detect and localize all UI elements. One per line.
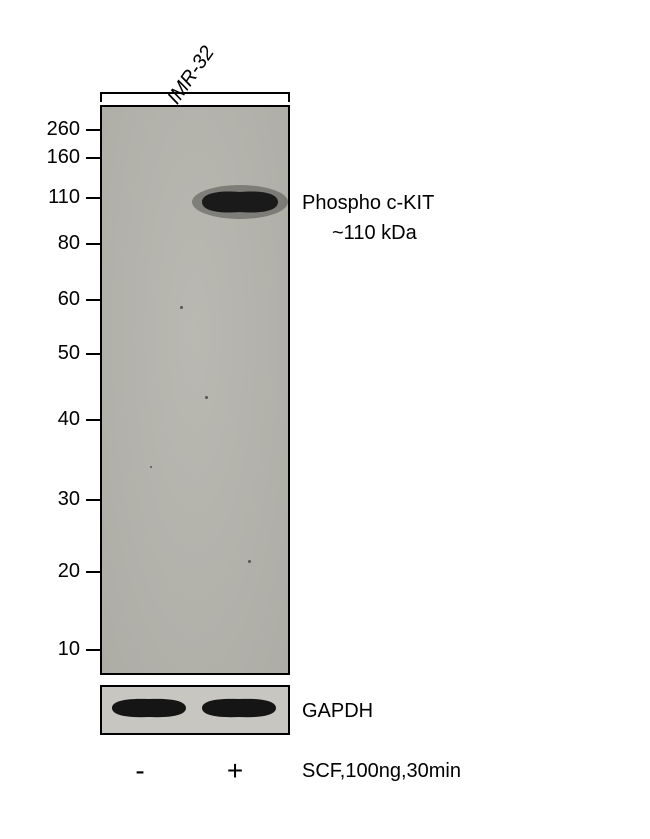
mw-tick-260 — [86, 129, 100, 131]
mw-tick-20 — [86, 571, 100, 573]
condition-text: SCF,100ng,30min — [302, 760, 461, 783]
target-label-line1: Phospho c-KIT — [302, 192, 434, 215]
mw-label-40: 40 — [58, 408, 80, 431]
target-label-line2: ~110 kDa — [332, 222, 417, 245]
film-speck — [248, 560, 251, 563]
mw-tick-50 — [86, 353, 100, 355]
mw-tick-80 — [86, 243, 100, 245]
mw-label-160: 160 — [47, 146, 80, 169]
loading-control-label: GAPDH — [302, 700, 373, 723]
lane-header-bar — [100, 92, 290, 102]
film-speck — [150, 466, 152, 468]
mw-label-60: 60 — [58, 288, 80, 311]
mw-tick-10 — [86, 649, 100, 651]
mw-tick-160 — [86, 157, 100, 159]
mw-tick-40 — [86, 419, 100, 421]
mw-tick-110 — [86, 197, 100, 199]
mw-label-50: 50 — [58, 342, 80, 365]
mw-tick-60 — [86, 299, 100, 301]
mw-label-10: 10 — [58, 638, 80, 661]
band-gapdh-left — [108, 696, 190, 720]
film-speck — [205, 396, 208, 399]
mw-tick-30 — [86, 499, 100, 501]
mw-label-80: 80 — [58, 232, 80, 255]
film-speck — [180, 306, 183, 309]
mw-label-110: 110 — [48, 186, 80, 209]
condition-plus: + — [220, 755, 250, 787]
condition-minus: - — [125, 755, 155, 787]
band-gapdh-right — [198, 696, 280, 720]
mw-label-260: 260 — [47, 118, 80, 141]
mw-label-20: 20 — [58, 560, 80, 583]
band-phospho-ckit — [196, 188, 284, 216]
mw-label-30: 30 — [58, 488, 80, 511]
figure-canvas: { "layout": { "blot_main": { "x": 100, "… — [0, 0, 650, 839]
